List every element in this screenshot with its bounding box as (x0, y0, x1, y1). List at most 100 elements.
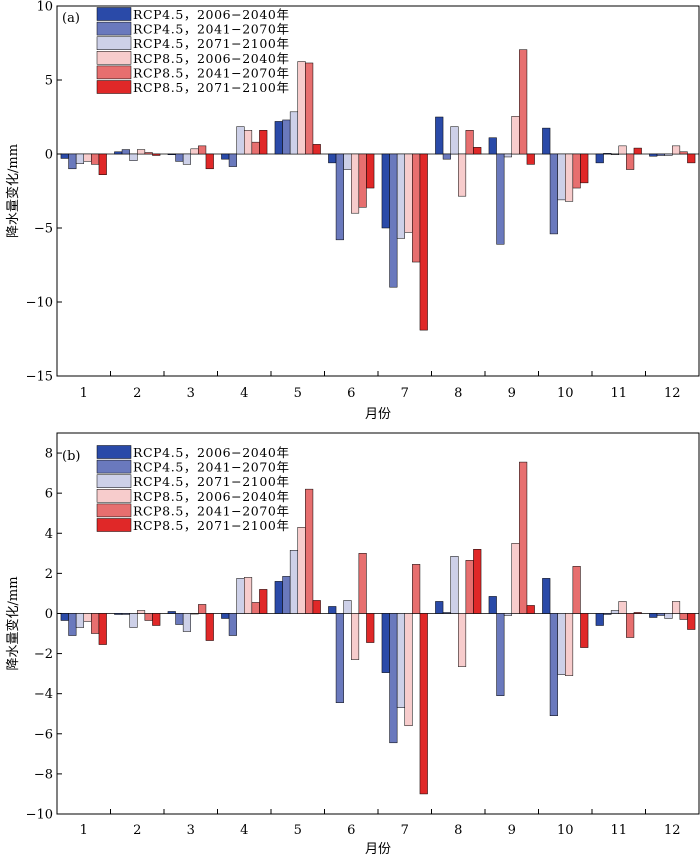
bar-month-3-series-2 (175, 153, 184, 162)
bar-month-11-series-4 (618, 601, 627, 614)
legend-label: RCP4.5，2041−2070年 (133, 460, 290, 475)
bar-month-5-series-3 (289, 550, 298, 614)
bar-month-2-series-1 (114, 613, 123, 615)
y-tick-label: −10 (26, 808, 53, 823)
bar-month-12-series-2 (656, 613, 665, 616)
bar-month-8-series-6 (473, 147, 482, 155)
bar-month-3-series-5 (198, 145, 207, 155)
bar-month-11-series-1 (595, 153, 604, 164)
bar-month-11-series-5 (626, 153, 635, 170)
bar-month-6-series-6 (366, 613, 375, 643)
bar-month-4-series-1 (221, 153, 230, 160)
bar-month-10-series-1 (542, 127, 551, 155)
x-tick-label: 7 (401, 823, 409, 838)
bar-month-2-series-6 (152, 153, 161, 156)
bar-month-1-series-5 (91, 613, 100, 634)
bar-month-2-series-3 (129, 613, 138, 628)
x-tick-label: 8 (454, 386, 462, 401)
x-tick-label: 7 (401, 386, 409, 401)
y-tick-label: −2 (34, 647, 53, 662)
bar-month-9-series-1 (488, 596, 497, 614)
bar-month-12-series-5 (679, 613, 688, 620)
bar-month-2-series-4 (137, 149, 146, 155)
bar-month-6-series-5 (358, 553, 367, 614)
bar-month-4-series-6 (259, 589, 268, 614)
y-tick-label: 8 (45, 447, 53, 462)
bar-month-3-series-4 (190, 613, 199, 615)
bar-month-2-series-5 (144, 152, 153, 155)
bar-month-7-series-5 (412, 153, 421, 263)
bar-month-2-series-2 (121, 149, 130, 155)
bar-month-1-series-1 (60, 613, 69, 621)
bar-month-11-series-4 (618, 145, 627, 155)
bar-month-2-series-3 (129, 153, 138, 161)
x-tick-label: 12 (664, 386, 681, 401)
x-tick-label: 3 (187, 386, 195, 401)
y-tick-label: 2 (45, 567, 53, 582)
bar-month-6-series-4 (351, 153, 360, 214)
bar-month-1-series-5 (91, 153, 100, 165)
bar-month-2-series-6 (152, 613, 161, 626)
x-tick-label: 11 (610, 823, 627, 838)
bar-month-9-series-5 (519, 461, 528, 614)
bar-month-10-series-5 (572, 153, 581, 189)
legend-swatch (96, 489, 132, 503)
legend-swatch (96, 474, 132, 488)
bar-month-8-series-3 (450, 556, 459, 614)
x-tick-label: 1 (80, 386, 88, 401)
y-tick-label: 10 (36, 0, 53, 15)
bar-month-3-series-4 (190, 148, 199, 155)
x-tick-label: 2 (133, 386, 141, 401)
bar-month-10-series-6 (580, 153, 589, 184)
bar-month-7-series-6 (419, 613, 428, 795)
bar-month-9-series-3 (503, 613, 512, 616)
x-tick-label: 5 (294, 823, 302, 838)
legend-swatch (96, 36, 132, 50)
bar-month-9-series-6 (526, 605, 535, 614)
x-tick-label: 10 (557, 823, 574, 838)
bar-month-7-series-3 (396, 153, 405, 239)
bar-month-11-series-5 (626, 613, 635, 638)
y-tick-label: −5 (34, 222, 53, 237)
x-tick-label: 2 (133, 823, 141, 838)
legend-swatch (96, 518, 132, 532)
bar-month-5-series-6 (312, 600, 321, 614)
bar-month-7-series-2 (389, 153, 398, 288)
bar-month-11-series-2 (603, 153, 612, 155)
x-tick-label: 6 (347, 386, 355, 401)
x-tick-label: 10 (557, 386, 574, 401)
legend-swatch (96, 80, 132, 94)
bar-month-12-series-4 (672, 601, 681, 614)
bar-month-6-series-1 (328, 153, 337, 164)
legend-swatch (96, 459, 132, 474)
bar-month-2-series-1 (114, 151, 123, 155)
bar-month-6-series-2 (335, 613, 344, 703)
bar-month-10-series-4 (565, 153, 574, 202)
x-tick-label: 4 (240, 386, 248, 401)
bar-month-12-series-3 (664, 613, 673, 619)
bar-month-1-series-2 (68, 153, 77, 170)
bar-month-11-series-6 (633, 147, 642, 155)
bar-month-11-series-6 (633, 612, 642, 614)
bar-month-5-series-4 (297, 527, 306, 614)
x-tick-label: 8 (454, 823, 462, 838)
bar-month-9-series-4 (511, 116, 520, 155)
bar-month-6-series-3 (343, 600, 352, 614)
bar-month-8-series-1 (435, 601, 444, 614)
legend-label: RCP8.5，2041−2070年 (133, 503, 290, 518)
bar-month-11-series-3 (610, 610, 620, 614)
x-axis-title: 月份 (365, 407, 391, 422)
legend-swatch (96, 7, 132, 21)
bar-month-6-series-3 (343, 153, 352, 170)
legend-label: RCP4.5，2071−2100年 (133, 474, 290, 489)
bar-month-8-series-2 (442, 612, 451, 614)
y-tick-label: 4 (45, 527, 53, 542)
bar-month-9-series-5 (519, 49, 528, 155)
bar-month-5-series-6 (312, 144, 321, 155)
bar-month-10-series-5 (572, 566, 581, 614)
bar-month-8-series-5 (465, 560, 474, 614)
bar-month-3-series-3 (182, 153, 191, 165)
bar-month-5-series-4 (297, 61, 306, 155)
bar-month-8-series-6 (473, 549, 482, 614)
